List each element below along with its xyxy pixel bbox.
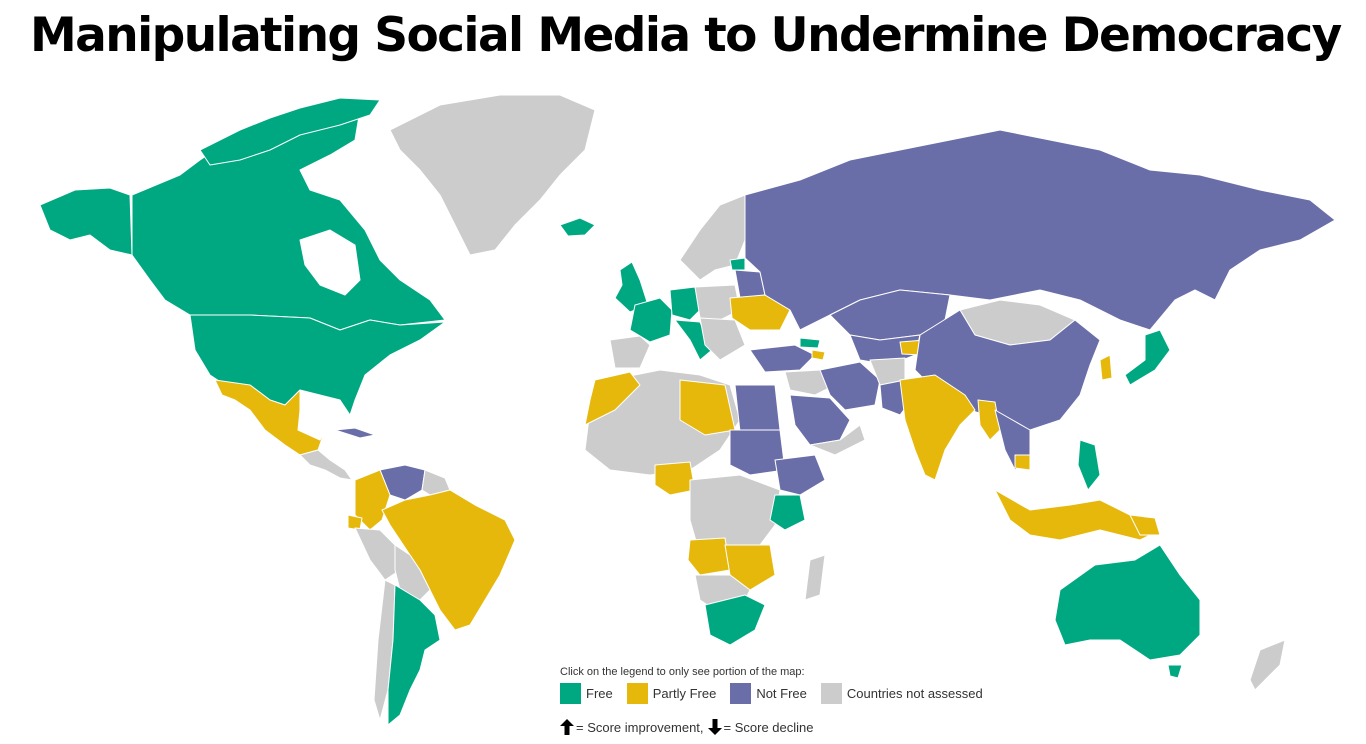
legend-item-partly-free[interactable]: Partly Free [626,683,717,704]
region-bolivia-paraguay[interactable] [394,544,431,601]
region-kenya[interactable] [769,494,806,531]
legend-item-not-assessed[interactable]: Countries not assessed [820,683,983,704]
region-brazil[interactable] [381,489,516,631]
legend-swatch-partly-free [626,683,648,704]
arrow-down-icon [707,719,722,735]
region-germany[interactable] [669,286,701,321]
region-japan[interactable] [1124,329,1171,386]
legend-items: Free Partly Free Not Free Countries not … [560,683,1060,704]
legend-swatch-free [560,683,581,704]
legend-label-not-free: Not Free [756,686,807,701]
legend-label-not-assessed: Countries not assessed [846,686,983,701]
region-estonia[interactable] [729,257,746,271]
score-key: = Score improvement, = Score decline [560,719,1060,735]
arrow-up-icon [560,719,574,735]
region-india[interactable] [899,374,976,481]
legend-swatch-not-assessed [820,683,842,704]
legend-item-not-free[interactable]: Not Free [730,683,807,704]
region-mexico[interactable] [214,379,326,456]
region-greenland[interactable] [389,94,596,256]
region-colombia[interactable] [354,469,391,531]
legend-swatch-not-free [730,683,752,704]
region-tasmania[interactable] [1167,664,1183,679]
region-philippines[interactable] [1077,439,1101,491]
region-cuba[interactable] [334,427,376,439]
region-egypt[interactable] [734,384,781,433]
region-cambodia[interactable] [1014,454,1031,471]
region-iberia[interactable] [609,335,651,369]
region-georgia[interactable] [799,337,821,349]
map-legend: Click on the legend to only see portion … [560,666,1060,735]
region-ethiopia[interactable] [774,454,826,496]
region-hudson-bay [299,229,361,296]
map-title: Manipulating Social Media to Undermine D… [30,8,1342,63]
region-iceland[interactable] [559,217,596,237]
region-angola[interactable] [687,537,731,576]
region-argentina[interactable] [387,584,441,726]
legend-label-free: Free [586,686,613,701]
region-armenia[interactable] [811,349,826,361]
legend-hint: Click on the legend to only see portion … [560,666,805,678]
score-improvement-label: = Score improvement, [576,719,704,735]
region-libya[interactable] [679,379,736,436]
region-morocco[interactable] [584,371,641,426]
region-indonesia[interactable] [994,489,1161,541]
region-canadian-arctic[interactable] [199,97,381,166]
region-iran[interactable] [819,361,881,411]
region-central-america[interactable] [299,449,353,481]
region-russia[interactable] [744,129,1336,331]
legend-item-free[interactable]: Free [560,683,613,704]
region-turkey[interactable] [749,344,816,373]
region-peru[interactable] [354,527,401,581]
region-yemen-oman[interactable] [809,424,866,456]
score-decline-label: = Score decline [723,719,814,735]
world-map [39,94,1336,726]
region-alaska[interactable] [39,187,133,256]
region-sudan[interactable] [729,429,786,476]
region-madagascar[interactable] [804,554,826,601]
region-papua-new-guinea[interactable] [1129,514,1161,536]
region-nigeria[interactable] [654,461,696,496]
region-zambia-zimbabwe[interactable] [724,544,776,591]
region-new-zealand[interactable] [1249,639,1286,691]
region-united-states[interactable] [189,314,446,416]
region-korea[interactable] [1099,354,1113,381]
legend-label-partly-free: Partly Free [652,686,717,701]
region-south-africa[interactable] [704,594,766,646]
region-france[interactable] [629,297,673,343]
region-central-europe[interactable] [694,284,741,321]
region-balkans[interactable] [699,317,746,361]
region-australia[interactable] [1054,544,1201,661]
